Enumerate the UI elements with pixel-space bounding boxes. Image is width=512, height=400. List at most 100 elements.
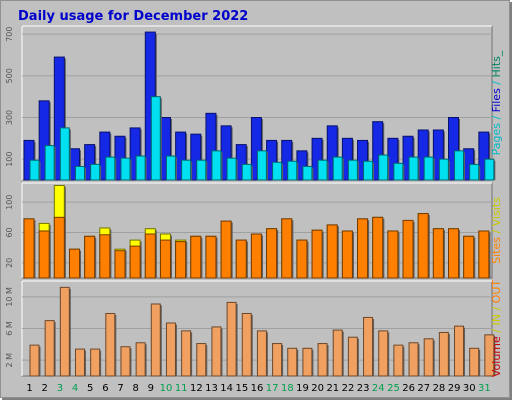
bar-out-day-21 [332, 329, 343, 377]
x-tick-label-day-4: 4 [72, 383, 78, 394]
legend-part: Pages [490, 123, 503, 156]
bar-pages-day-17 [272, 161, 283, 181]
bar-pages-day-3 [59, 127, 70, 181]
bar-out-day-28 [438, 331, 449, 377]
bar-sites-day-20 [311, 229, 323, 279]
bar-pages-day-9 [150, 96, 161, 181]
legend-part: / [490, 77, 503, 88]
bar-pages-day-25 [393, 162, 404, 181]
bar-out-day-11 [181, 330, 192, 377]
x-tick-label-day-20: 20 [311, 383, 324, 394]
bar-hits-day-24 [372, 121, 384, 181]
x-tick-label-day-1: 1 [26, 383, 32, 394]
bar-pages-day-4 [74, 165, 85, 181]
x-tick-label-day-3: 3 [57, 383, 63, 394]
legend-part: / [490, 226, 503, 237]
x-tick-label-day-10: 10 [160, 383, 173, 394]
chart-title: Daily usage for December 2022 [18, 9, 248, 24]
bar-sites-day-26 [402, 219, 414, 279]
bar-out-day-15 [241, 312, 252, 377]
bar-sites-day-23 [357, 218, 369, 279]
bar-hits-day-6 [99, 131, 111, 181]
panel-hits-files-pages-y-tick-label: 700 [5, 27, 14, 42]
bar-out-day-20 [317, 343, 328, 377]
bar-sites-day-29 [448, 228, 460, 279]
x-tick-label-day-12: 12 [190, 383, 203, 394]
bar-out-day-17 [272, 343, 283, 377]
x-tick-label-day-19: 19 [296, 383, 309, 394]
bar-out-day-22 [347, 336, 358, 377]
bar-sites-day-25 [387, 230, 399, 279]
bar-pages-day-6 [105, 156, 116, 181]
bar-out-day-9 [150, 303, 161, 377]
panel-kbytes-in-out-y-tick-label: 2 M [5, 353, 14, 368]
x-tick-label-day-8: 8 [133, 383, 139, 394]
x-tick-label-day-17: 17 [266, 383, 279, 394]
x-tick-label-day-6: 6 [102, 383, 108, 394]
x-tick-label-day-27: 27 [417, 383, 430, 394]
bar-sites-day-1 [23, 218, 35, 279]
bar-sites-day-10 [159, 239, 171, 279]
bar-out-day-5 [90, 348, 101, 377]
x-tick-label-day-21: 21 [326, 383, 339, 394]
bar-sites-day-6 [99, 234, 111, 279]
bar-out-day-27 [423, 338, 434, 377]
bar-pages-day-12 [196, 159, 207, 181]
panel-kbytes-in-out-y-tick-label: 6 M [5, 321, 14, 336]
panel-hits-files-pages-y-tick-label: 500 [5, 68, 14, 83]
x-tick-label-day-29: 29 [448, 383, 461, 394]
bar-out-day-13 [211, 326, 222, 377]
bar-hits-day-18 [281, 139, 293, 181]
bar-pages-day-22 [347, 159, 358, 181]
x-tick-label-day-31: 31 [478, 383, 491, 394]
bar-pages-day-20 [317, 159, 328, 181]
x-tick-label-day-18: 18 [281, 383, 294, 394]
bar-sites-day-17 [266, 228, 278, 279]
x-tick-label-day-28: 28 [433, 383, 446, 394]
panel-sites-visits-y-tick-label: 100 [5, 195, 14, 210]
bar-pages-day-29 [454, 150, 465, 181]
bar-sites-day-3 [53, 216, 65, 279]
bar-out-day-24 [378, 330, 389, 377]
bar-pages-day-13 [211, 150, 222, 181]
bar-pages-day-5 [90, 163, 101, 181]
bar-out-day-23 [363, 316, 374, 377]
bar-out-day-8 [135, 342, 146, 377]
bar-pages-day-7 [120, 157, 131, 181]
x-tick-label-day-5: 5 [87, 383, 93, 394]
bar-out-day-16 [256, 330, 267, 377]
bar-hits-day-3 [53, 56, 65, 181]
panel-kbytes-in-out-legend-label: Volume / IN / OUT [490, 280, 503, 378]
x-tick-label-day-11: 11 [175, 383, 188, 394]
legend-part: / [490, 303, 503, 314]
bar-hits-day-21 [326, 125, 338, 181]
bar-pages-day-27 [423, 156, 434, 181]
legend-part: / [490, 326, 503, 337]
x-tick-label-day-23: 23 [357, 383, 370, 394]
legend-part: _ [490, 50, 503, 57]
bar-pages-day-23 [363, 160, 374, 181]
legend-part: IN [490, 314, 503, 325]
bar-pages-day-30 [469, 163, 480, 181]
bar-out-day-29 [454, 325, 465, 377]
bar-pages-day-31 [484, 158, 495, 181]
bar-sites-day-7 [114, 250, 126, 279]
bar-out-day-14 [226, 301, 237, 377]
x-tick-label-day-24: 24 [372, 383, 385, 394]
bar-pages-day-21 [332, 156, 343, 181]
bar-sites-day-19 [296, 239, 308, 279]
bar-hits-day-27 [417, 129, 429, 181]
bar-hits-day-28 [432, 129, 444, 181]
legend-part: Visits [490, 197, 503, 226]
legend-part: Hits [490, 56, 503, 78]
bar-sites-day-5 [84, 235, 96, 279]
bar-hits-day-13 [205, 112, 217, 181]
x-tick-label-day-13: 13 [205, 383, 218, 394]
bar-out-day-10 [165, 322, 176, 377]
bar-out-day-19 [302, 347, 313, 377]
bar-pages-day-2 [44, 145, 55, 181]
bar-sites-day-16 [250, 233, 262, 279]
bar-out-day-18 [287, 347, 298, 377]
bar-out-day-4 [74, 348, 85, 377]
